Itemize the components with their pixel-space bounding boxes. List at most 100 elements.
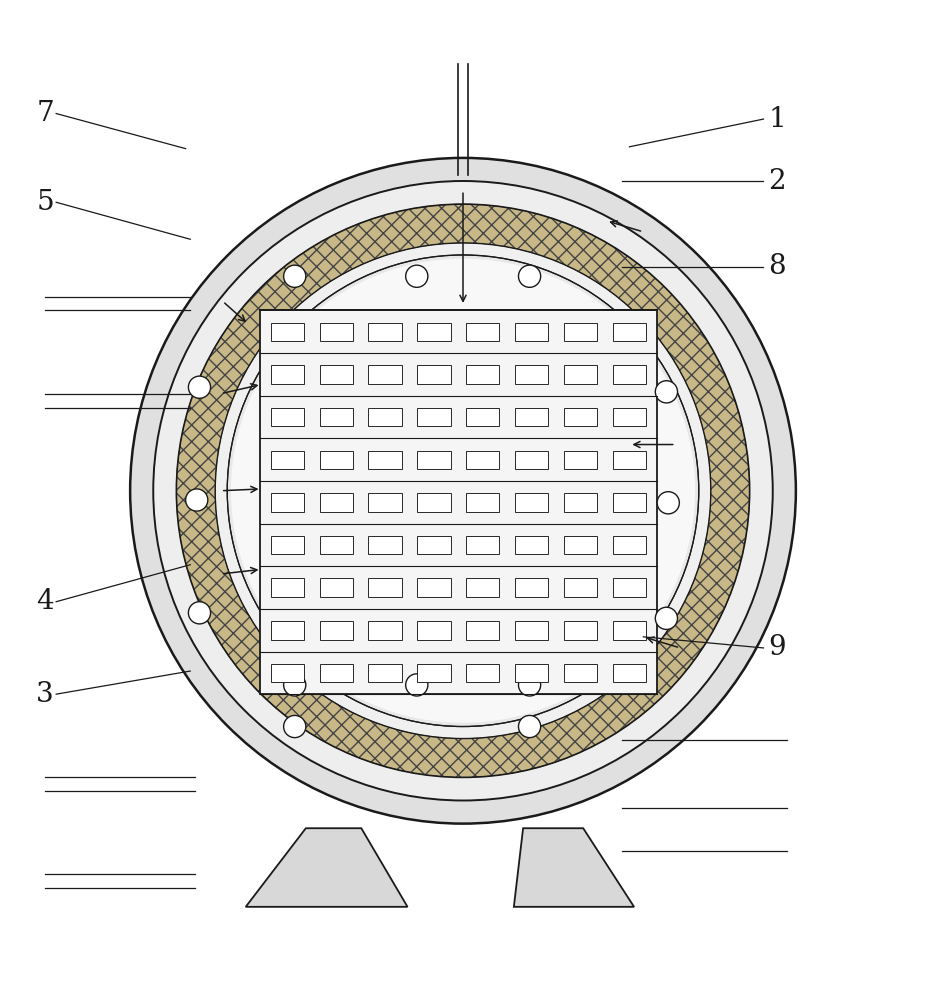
- Bar: [515, 578, 548, 597]
- Circle shape: [519, 715, 541, 738]
- Bar: [369, 365, 402, 384]
- Bar: [564, 408, 597, 426]
- Bar: [319, 578, 353, 597]
- Bar: [466, 451, 499, 469]
- Bar: [613, 536, 646, 554]
- Bar: [564, 621, 597, 640]
- Circle shape: [131, 158, 795, 824]
- Bar: [466, 493, 499, 512]
- Circle shape: [283, 674, 306, 696]
- Circle shape: [154, 181, 772, 800]
- Bar: [564, 493, 597, 512]
- Text: 5: 5: [36, 189, 54, 216]
- Bar: [270, 365, 304, 384]
- Bar: [259, 310, 657, 694]
- Bar: [270, 621, 304, 640]
- Bar: [515, 408, 548, 426]
- Bar: [319, 621, 353, 640]
- Bar: [613, 578, 646, 597]
- Circle shape: [215, 243, 711, 739]
- Bar: [270, 408, 304, 426]
- Bar: [564, 323, 597, 341]
- Text: 2: 2: [769, 168, 786, 195]
- Bar: [418, 664, 451, 682]
- Bar: [418, 621, 451, 640]
- Bar: [515, 365, 548, 384]
- Bar: [369, 493, 402, 512]
- Bar: [270, 664, 304, 682]
- Bar: [418, 536, 451, 554]
- Bar: [613, 365, 646, 384]
- Bar: [613, 451, 646, 469]
- Bar: [418, 408, 451, 426]
- Bar: [515, 621, 548, 640]
- Bar: [369, 664, 402, 682]
- Text: 1: 1: [769, 106, 786, 133]
- Bar: [418, 578, 451, 597]
- Text: 4: 4: [36, 588, 54, 615]
- Bar: [564, 664, 597, 682]
- Bar: [369, 408, 402, 426]
- Bar: [466, 621, 499, 640]
- Bar: [369, 323, 402, 341]
- Circle shape: [231, 259, 695, 723]
- Circle shape: [283, 715, 306, 738]
- Bar: [319, 408, 353, 426]
- Bar: [466, 536, 499, 554]
- Bar: [319, 493, 353, 512]
- Bar: [319, 536, 353, 554]
- Bar: [466, 578, 499, 597]
- Bar: [613, 664, 646, 682]
- Text: 7: 7: [36, 100, 54, 127]
- Polygon shape: [245, 828, 407, 907]
- Bar: [270, 536, 304, 554]
- Bar: [466, 664, 499, 682]
- Circle shape: [188, 602, 210, 624]
- Bar: [466, 323, 499, 341]
- Text: 9: 9: [769, 634, 786, 661]
- Bar: [613, 621, 646, 640]
- Bar: [270, 493, 304, 512]
- Bar: [369, 536, 402, 554]
- Circle shape: [227, 255, 699, 727]
- Bar: [564, 536, 597, 554]
- Bar: [319, 451, 353, 469]
- Bar: [515, 493, 548, 512]
- Bar: [369, 621, 402, 640]
- Bar: [613, 408, 646, 426]
- Bar: [515, 664, 548, 682]
- Bar: [515, 451, 548, 469]
- Bar: [418, 451, 451, 469]
- Circle shape: [519, 265, 541, 287]
- Polygon shape: [514, 828, 634, 907]
- Bar: [319, 323, 353, 341]
- Circle shape: [656, 381, 678, 403]
- Bar: [319, 664, 353, 682]
- Circle shape: [406, 265, 428, 287]
- Bar: [418, 493, 451, 512]
- Bar: [369, 578, 402, 597]
- Bar: [564, 365, 597, 384]
- Bar: [515, 323, 548, 341]
- Bar: [515, 536, 548, 554]
- Circle shape: [519, 674, 541, 696]
- Bar: [613, 493, 646, 512]
- Bar: [418, 323, 451, 341]
- Circle shape: [656, 607, 678, 629]
- Bar: [369, 451, 402, 469]
- Bar: [270, 323, 304, 341]
- Bar: [466, 365, 499, 384]
- Bar: [466, 408, 499, 426]
- Circle shape: [283, 265, 306, 287]
- Bar: [564, 451, 597, 469]
- Text: 8: 8: [769, 253, 786, 280]
- Bar: [270, 578, 304, 597]
- Bar: [418, 365, 451, 384]
- Circle shape: [406, 674, 428, 696]
- Circle shape: [657, 492, 680, 514]
- Circle shape: [185, 489, 207, 511]
- Bar: [613, 323, 646, 341]
- Bar: [564, 578, 597, 597]
- Text: 3: 3: [36, 681, 54, 708]
- Circle shape: [188, 376, 210, 398]
